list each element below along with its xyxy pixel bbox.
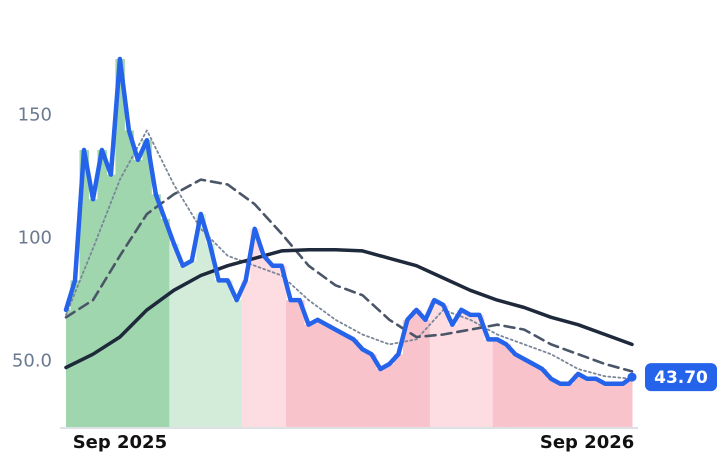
regime-column (259, 255, 269, 428)
regime-column (151, 194, 161, 428)
regime-column (232, 300, 242, 428)
regime-column (546, 378, 557, 428)
regime-column (268, 265, 278, 428)
regime-column (322, 324, 332, 428)
regime-column (250, 228, 260, 428)
regime-column (420, 319, 431, 428)
regime-column (447, 324, 458, 428)
regime-column (429, 300, 440, 428)
regime-column (178, 265, 188, 428)
regime-column (483, 339, 494, 428)
regime-column (304, 324, 314, 428)
regime-column (277, 265, 287, 428)
regime-column (70, 280, 80, 428)
regime-column (375, 368, 386, 428)
regime-column (115, 59, 125, 428)
x-tick-label: Sep 2026 (540, 432, 634, 453)
regime-column (492, 339, 503, 428)
regime-column (600, 383, 611, 428)
regime-column (295, 300, 305, 428)
regime-column (340, 334, 350, 428)
regime-column (313, 319, 323, 428)
series-line (65, 129, 633, 380)
regime-column (88, 199, 98, 428)
regime-column (160, 218, 170, 428)
regime-column (169, 243, 179, 428)
regime-column (205, 243, 215, 428)
current-price-badge (645, 363, 717, 392)
regime-column (133, 159, 143, 428)
regime-column (438, 305, 449, 428)
regime-column (214, 280, 224, 428)
regime-column (564, 383, 575, 428)
y-tick-label: 150 (18, 105, 52, 126)
regime-column (618, 383, 629, 428)
regime-column (124, 130, 134, 429)
regime-column (142, 140, 152, 428)
regime-column (187, 260, 197, 428)
regime-column (402, 319, 413, 428)
regime-column (66, 309, 71, 428)
regime-column (357, 349, 368, 428)
regime-column (349, 339, 359, 428)
regime-column (555, 383, 566, 428)
regime-column (411, 309, 422, 428)
regime-column (196, 214, 206, 428)
regime-column (286, 300, 296, 428)
current-price-label: 43.70 (654, 368, 708, 388)
regime-column (519, 359, 530, 428)
regime-column (528, 364, 539, 428)
regime-column (331, 329, 341, 428)
series-line (63, 56, 635, 386)
regime-column (79, 150, 89, 429)
regime-column (456, 309, 467, 428)
regime-column (591, 378, 602, 428)
regime-column (501, 344, 512, 428)
regime-column (223, 280, 233, 428)
regime-column (393, 354, 404, 428)
regime-column (573, 373, 584, 428)
x-tick-label: Sep 2025 (73, 432, 167, 453)
regime-column (384, 364, 395, 428)
regime-column (106, 174, 116, 428)
y-tick-label: 50.0 (12, 351, 52, 372)
regime-column (474, 314, 485, 428)
regime-column (241, 280, 251, 428)
current-price-dot (627, 372, 637, 382)
regime-column (366, 354, 377, 428)
regime-column (627, 377, 633, 428)
regime-column (537, 368, 548, 428)
series-line (64, 247, 634, 370)
regime-column (97, 150, 107, 429)
y-tick-label: 100 (18, 228, 52, 249)
regime-column (582, 378, 593, 428)
regime-column (465, 314, 476, 428)
regime-column (609, 383, 620, 428)
regime-column (510, 354, 521, 428)
